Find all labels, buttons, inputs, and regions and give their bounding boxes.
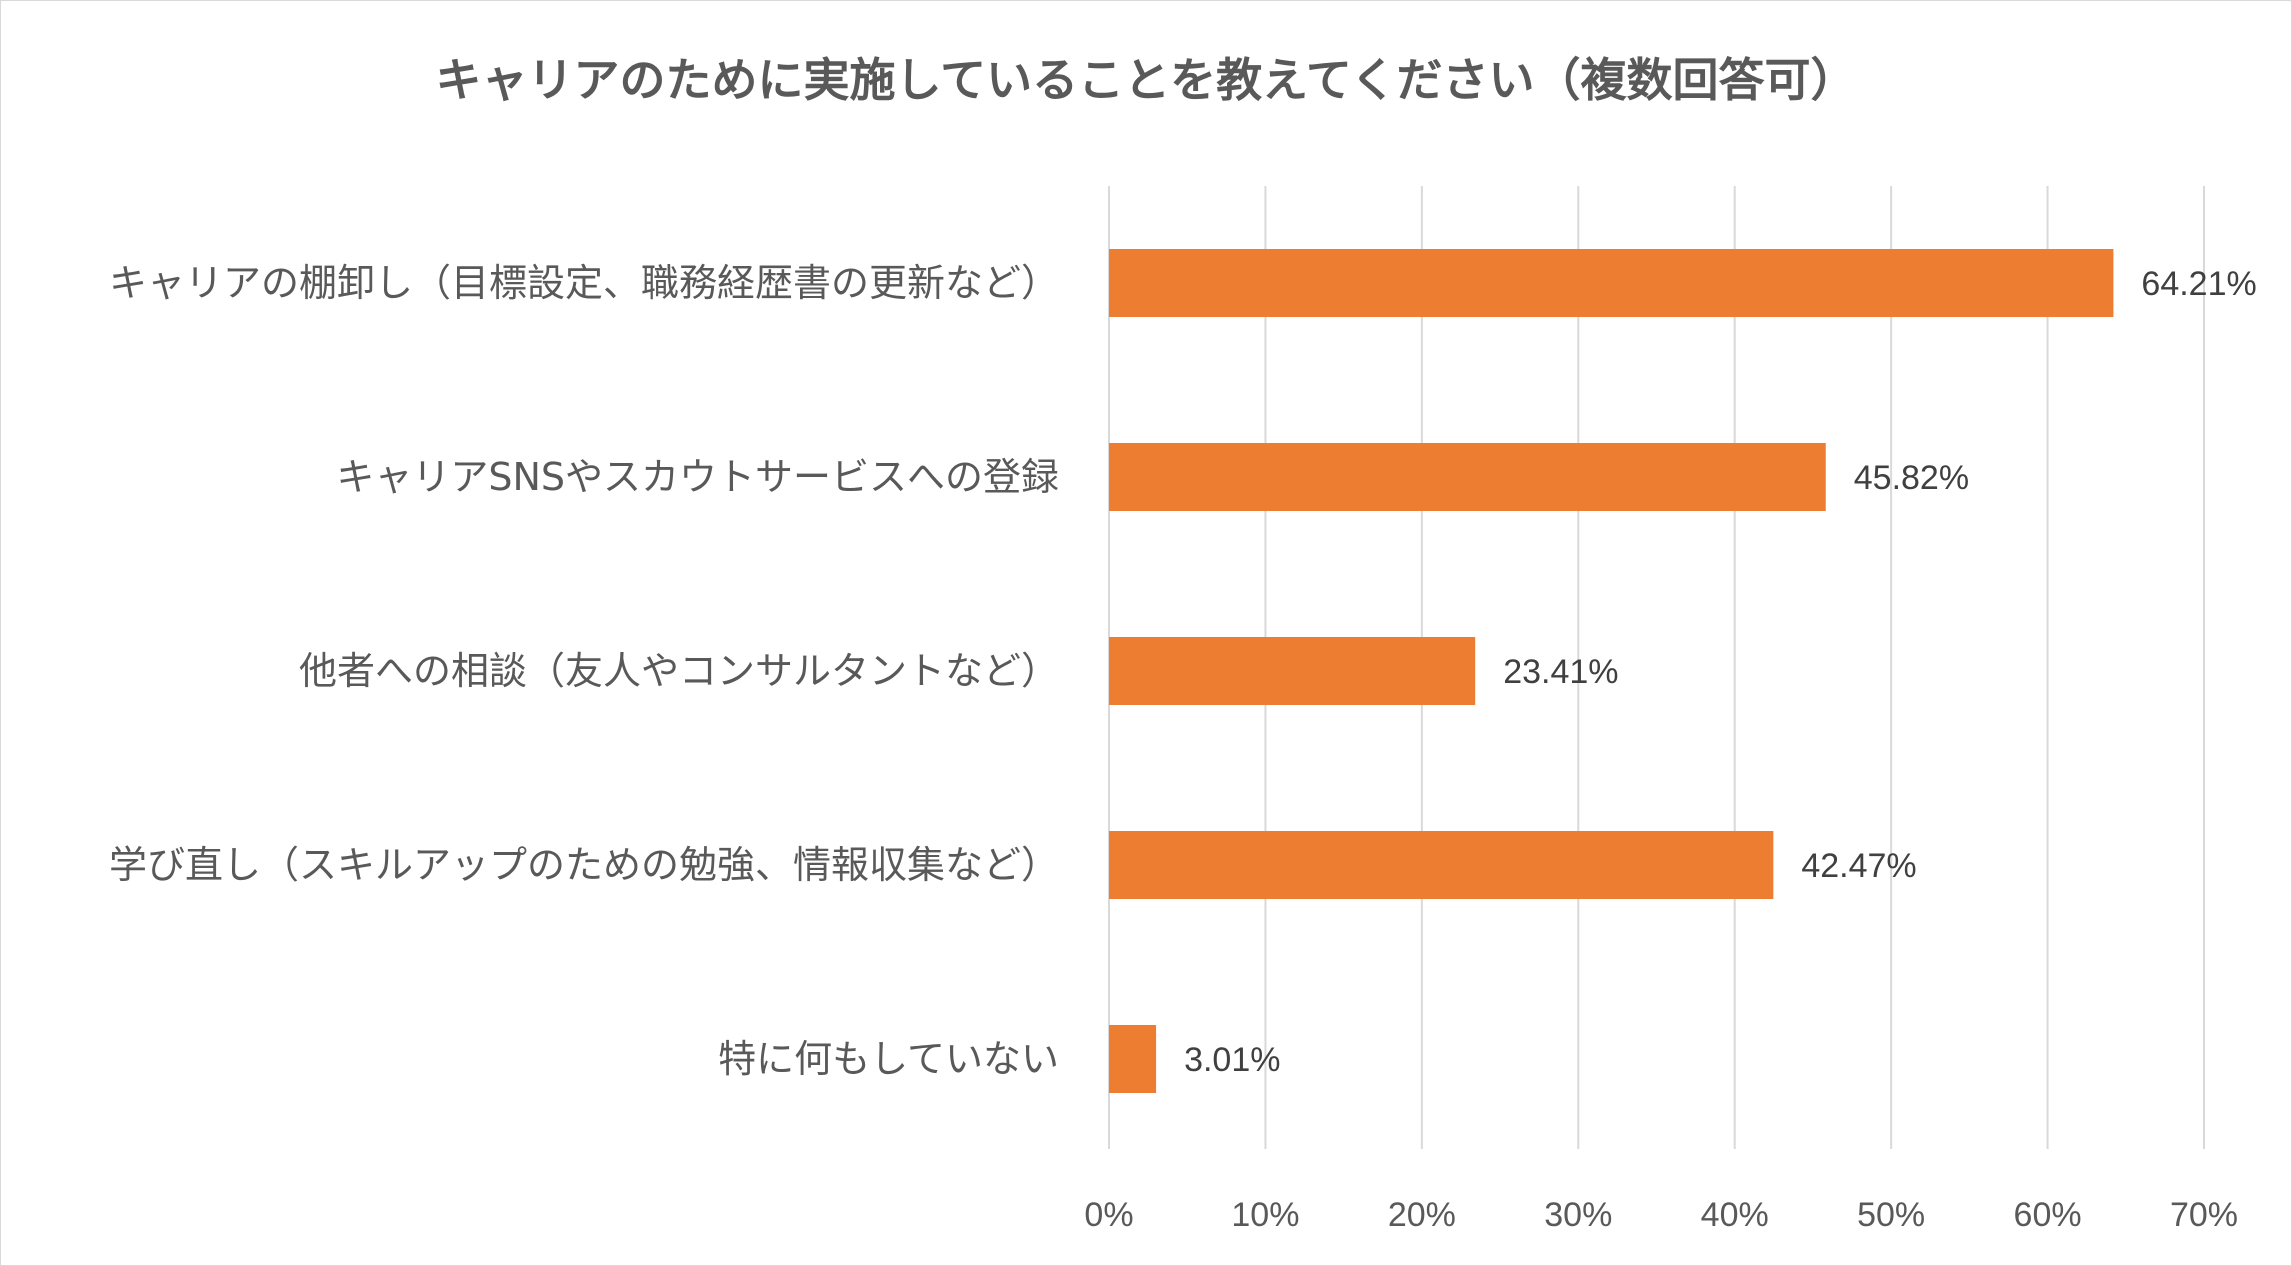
bar xyxy=(1109,249,2114,317)
x-tick-label: 20% xyxy=(1388,1196,1456,1234)
data-label: 23.41% xyxy=(1503,653,1618,691)
data-label: 45.82% xyxy=(1854,459,1969,497)
bar xyxy=(1109,831,1774,899)
data-label: 3.01% xyxy=(1184,1041,1280,1079)
x-tick-label: 30% xyxy=(1544,1196,1612,1234)
x-tick-label: 50% xyxy=(1857,1196,1925,1234)
category-label: 学び直し（スキルアップのための勉強、情報収集など） xyxy=(109,843,1059,887)
bar xyxy=(1109,637,1476,705)
data-label: 64.21% xyxy=(2141,265,2256,303)
category-labels: キャリアの棚卸し（目標設定、職務経歴書の更新など） キャリアSNSやスカウトサービ… xyxy=(109,261,1059,1081)
x-tick-label: 40% xyxy=(1701,1196,1769,1234)
bar xyxy=(1109,1025,1157,1093)
category-label: 他者への相談（友人やコンサルタントなど） xyxy=(299,649,1059,693)
category-label: キャリアの棚卸し（目標設定、職務経歴書の更新など） xyxy=(109,261,1059,305)
category-label: 特に何もしていない xyxy=(718,1037,1059,1081)
x-tick-label: 60% xyxy=(2014,1196,2082,1234)
bar xyxy=(1109,443,1826,511)
x-tick-label: 70% xyxy=(2170,1196,2238,1234)
x-tick-label: 0% xyxy=(1084,1196,1133,1234)
bars xyxy=(1109,249,2114,1093)
data-label: 42.47% xyxy=(1801,847,1916,885)
x-tick-label: 10% xyxy=(1231,1196,1299,1234)
category-label: キャリアSNSやスカウトサービスへの登録 xyxy=(336,455,1059,499)
chart-title: キャリアのために実施していることを教えてください（複数回答可） xyxy=(436,53,1857,107)
x-axis-tick-labels: 0% 10% 20% 30% 40% 50% 60% 70% xyxy=(1084,1196,2238,1234)
value-labels: 64.21% 45.82% 23.41% 42.47% 3.01% xyxy=(1184,265,2257,1079)
